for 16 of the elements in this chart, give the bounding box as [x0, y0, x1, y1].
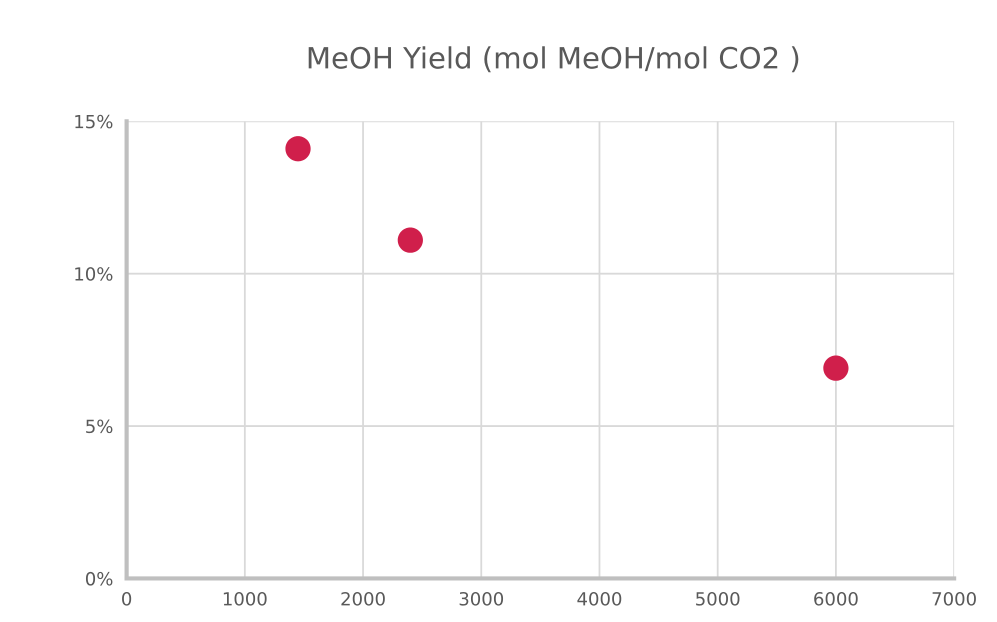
point [285, 136, 311, 162]
x-tick-label: 1000 [224, 592, 267, 606]
x-tick-label: 2000 [341, 592, 385, 606]
chart-title: MeOH Yield (mol MeOH/mol CO2 ) [308, 46, 798, 72]
y-tick-label: 5% [86, 420, 112, 434]
x-tick-label: 4000 [577, 592, 622, 606]
x-tick-label: 6000 [814, 592, 858, 606]
y-tick-label: 0% [86, 572, 112, 586]
x-tick-label: 5000 [696, 592, 740, 606]
point [398, 228, 423, 253]
x-tick-label: 7000 [932, 592, 976, 606]
point [823, 356, 849, 381]
x-tick-label: 3000 [460, 592, 504, 606]
x-tick-label: 0 [122, 592, 132, 606]
y-tick-label: 10% [75, 267, 112, 281]
y-tick-label: 15% [75, 114, 112, 128]
